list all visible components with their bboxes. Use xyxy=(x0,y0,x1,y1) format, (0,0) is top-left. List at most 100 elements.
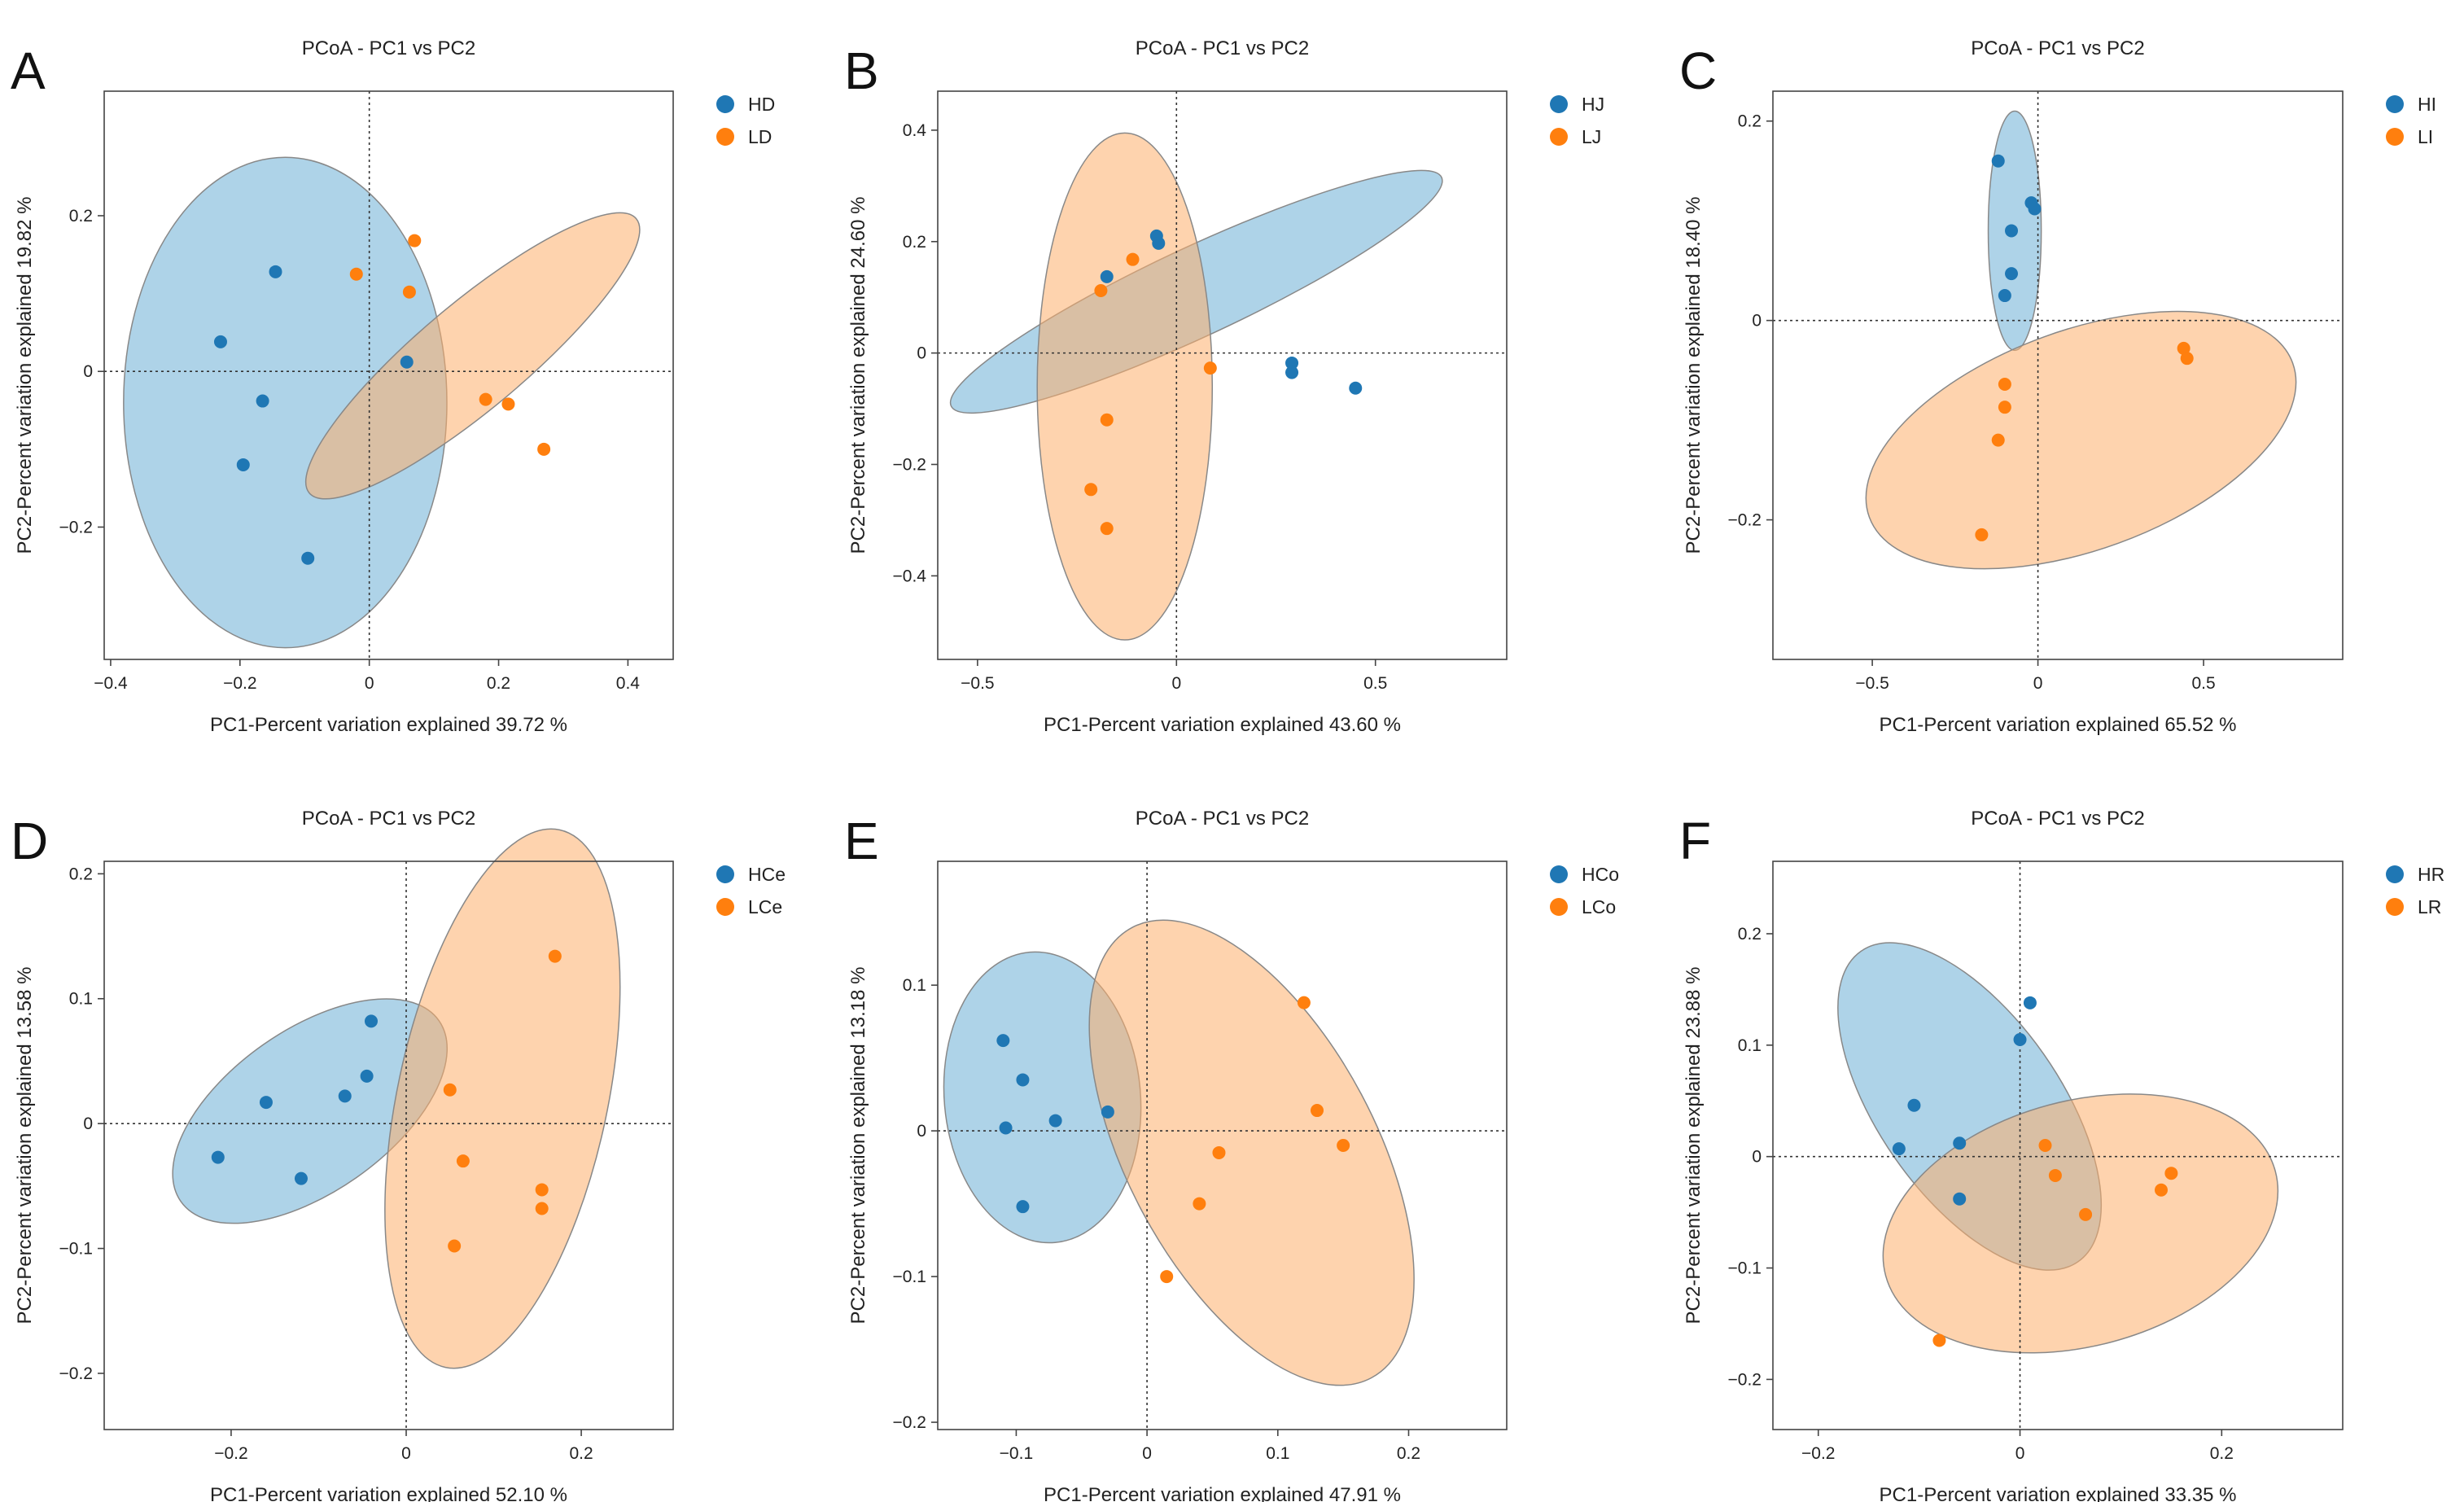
chart-title: PCoA - PC1 vs PC2 xyxy=(1971,37,2144,59)
legend-label-hco: HCo xyxy=(1582,864,1619,885)
y-tick-label: −0.2 xyxy=(59,1364,93,1383)
y-tick-label: 0 xyxy=(917,1122,926,1141)
panel-d: D PCoA - PC1 vs PC2 −0.2 0 0.2 −0.2 −0.1 0 0.1 0.… xyxy=(11,808,786,1502)
legend-marker-hco xyxy=(1550,865,1568,883)
data-point-lco-5 xyxy=(1193,1197,1206,1211)
data-point-ld-4 xyxy=(479,392,492,406)
y-tick-label: 0 xyxy=(917,344,926,363)
x-tick-label: 0.2 xyxy=(487,674,510,693)
data-point-lr-5 xyxy=(2154,1183,2168,1197)
y-tick-label: 0.1 xyxy=(69,990,93,1009)
x-tick-label: 0 xyxy=(2015,1444,2025,1463)
data-point-hd-5 xyxy=(301,551,315,565)
x-axis-label: PC1-Percent variation explained 33.35 % xyxy=(1880,1484,2237,1502)
data-point-hce-1 xyxy=(211,1150,225,1164)
data-point-hr-6 xyxy=(2023,996,2037,1009)
y-tick-label: 0 xyxy=(83,362,93,381)
data-point-hd-6 xyxy=(400,355,414,369)
data-point-hj-4 xyxy=(1285,356,1299,370)
legend-label-li: LI xyxy=(2418,126,2433,147)
data-point-li-3 xyxy=(1998,378,2011,392)
legend-label-lco: LCo xyxy=(1582,896,1616,917)
legend-marker-hi xyxy=(2386,95,2404,113)
data-point-lce-4 xyxy=(535,1183,549,1197)
chart-title: PCoA - PC1 vs PC2 xyxy=(302,37,475,59)
plot-frame xyxy=(103,860,674,1430)
y-tick-label: −0.1 xyxy=(59,1240,93,1259)
data-point-hco-2 xyxy=(1016,1073,1030,1087)
x-tick-label: −0.4 xyxy=(94,674,128,693)
data-point-lj-6 xyxy=(1100,522,1114,536)
legend-label-hj: HJ xyxy=(1582,94,1604,115)
x-tick-label: −0.5 xyxy=(961,674,994,693)
confidence-ellipse-li xyxy=(1865,310,2297,570)
y-tick-label: −0.2 xyxy=(893,455,926,474)
x-tick-label: 0.2 xyxy=(569,1444,593,1463)
data-point-lco-1 xyxy=(1297,996,1311,1009)
data-point-ld-6 xyxy=(537,442,551,456)
x-tick-label: 0.5 xyxy=(2191,674,2215,693)
legend-marker-hd xyxy=(716,95,734,113)
panel-c: C PCoA - PC1 vs PC2 −0.5 0 0.5 −0.2 0 0.2 PC1-Pe… xyxy=(1679,37,2436,736)
data-point-hd-3 xyxy=(256,394,269,408)
data-point-hd-4 xyxy=(236,458,250,471)
data-point-lco-4 xyxy=(1212,1145,1226,1159)
y-tick-label: 0 xyxy=(83,1114,93,1133)
data-point-hi-3 xyxy=(2005,267,2019,281)
data-point-hr-5 xyxy=(2013,1032,2027,1046)
y-axis-label: PC2-Percent variation explained 13.18 % xyxy=(847,967,869,1325)
data-point-li-5 xyxy=(1991,433,2005,447)
x-axis-label: PC1-Percent variation explained 52.10 % xyxy=(210,1484,567,1502)
x-tick-label: −0.2 xyxy=(1801,1444,1835,1463)
data-point-hr-4 xyxy=(1953,1192,1967,1206)
y-tick-label: 0 xyxy=(1752,1148,1762,1167)
y-tick-label: 0.1 xyxy=(903,976,926,995)
data-point-hd-1 xyxy=(213,335,227,348)
y-axis-label: PC2-Percent variation explained 24.60 % xyxy=(847,197,869,554)
data-point-lr-1 xyxy=(2038,1139,2052,1152)
data-point-lce-1 xyxy=(443,1083,457,1097)
x-tick-label: −0.2 xyxy=(223,674,256,693)
legend-label-lce: LCe xyxy=(748,896,782,917)
legend-marker-hce xyxy=(716,865,734,883)
x-axis-label: PC1-Percent variation explained 43.60 % xyxy=(1044,714,1401,736)
data-point-lce-6 xyxy=(448,1239,462,1253)
data-point-hce-2 xyxy=(259,1096,273,1110)
data-point-hce-4 xyxy=(338,1089,352,1103)
data-point-lco-3 xyxy=(1337,1139,1350,1152)
data-point-ld-5 xyxy=(501,397,515,411)
data-point-hce-5 xyxy=(360,1069,374,1083)
data-point-lj-5 xyxy=(1084,483,1098,497)
data-point-lce-3 xyxy=(456,1154,470,1168)
data-point-hr-3 xyxy=(1953,1136,1967,1150)
y-tick-label: 0.2 xyxy=(1738,112,1762,131)
legend-label-hce: HCe xyxy=(748,864,786,885)
x-axis-label: PC1-Percent variation explained 65.52 % xyxy=(1880,714,2237,736)
y-axis-label: PC2-Percent variation explained 18.40 % xyxy=(1683,197,1705,554)
y-tick-label: −0.2 xyxy=(893,1413,926,1432)
data-point-hco-3 xyxy=(999,1121,1013,1135)
data-point-hj-1 xyxy=(1100,269,1114,283)
data-point-hr-2 xyxy=(1892,1142,1906,1156)
data-point-ld-2 xyxy=(408,234,422,247)
y-tick-label: −0.1 xyxy=(893,1268,926,1286)
data-point-lj-3 xyxy=(1203,361,1217,375)
data-point-hi-1 xyxy=(1991,154,2005,168)
y-tick-label: −0.2 xyxy=(1728,511,1762,530)
y-axis-label: PC2-Percent variation explained 23.88 % xyxy=(1683,967,1705,1325)
y-tick-label: −0.2 xyxy=(1728,1370,1762,1389)
data-point-lj-4 xyxy=(1100,413,1114,427)
panel-b: B PCoA - PC1 vs PC2 −0.5 0 0.5 −0.4 −0.2 0 0.2 0.… xyxy=(844,37,1604,736)
x-tick-label: 0 xyxy=(1171,674,1181,693)
x-tick-label: 0.5 xyxy=(1363,674,1387,693)
y-tick-label: 0 xyxy=(1752,312,1762,331)
x-tick-label: −0.1 xyxy=(1000,1444,1033,1463)
panel-a: A PCoA - PC1 vs PC2 −0.4 −0.2 0 0.2 0.4 −0.2 0 0.… xyxy=(11,37,775,736)
x-tick-label: −0.2 xyxy=(214,1444,247,1463)
data-point-hj-6 xyxy=(1349,381,1363,395)
panel-e: E PCoA - PC1 vs PC2 −0.1 0 0.1 0.2 −0.2 −0.1 0 0.… xyxy=(844,808,1619,1502)
chart-title: PCoA - PC1 vs PC2 xyxy=(1136,37,1309,59)
panel-letter: C xyxy=(1679,42,1717,100)
x-tick-label: 0.2 xyxy=(2210,1444,2234,1463)
data-point-hce-3 xyxy=(294,1171,308,1185)
